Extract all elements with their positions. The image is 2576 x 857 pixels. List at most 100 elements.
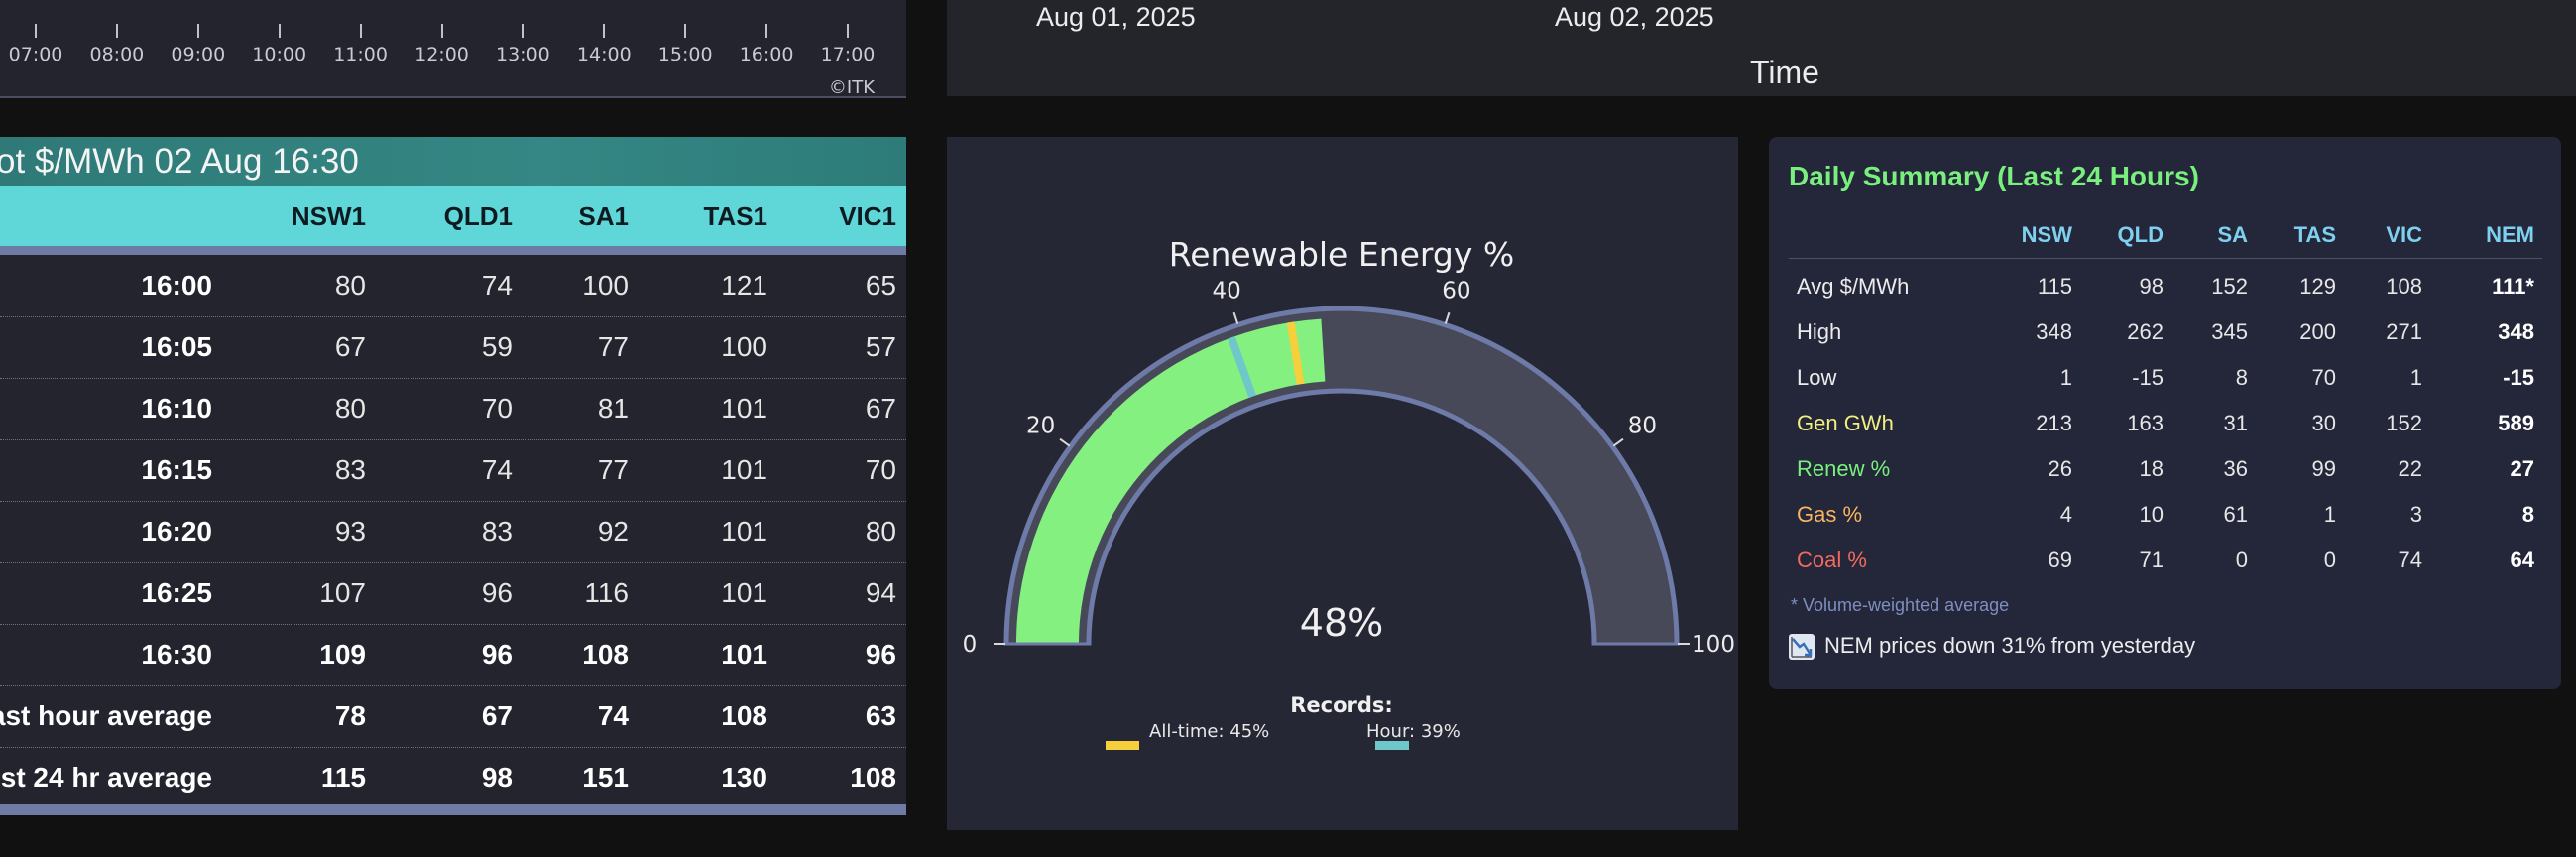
chart-down-icon — [1789, 634, 1815, 661]
time-axis-tick-label: 15:00 — [657, 44, 713, 65]
summary-cell: 30 — [2311, 411, 2336, 435]
summary-cell: 22 — [2398, 456, 2422, 481]
price-row-label: 16:25 — [141, 577, 212, 608]
price-table-row: 16:05 67 59 77 100 57 — [0, 316, 906, 379]
alltime-legend-label: All-time: 45% — [1149, 721, 1269, 742]
summary-cell: 27 — [2510, 456, 2534, 481]
gauge-title: Renewable Energy % — [1169, 235, 1514, 274]
price-table-row: 16:30 109 96 108 101 96 — [0, 624, 906, 686]
price-table-title: ot $/MWh 02 Aug 16:30 — [0, 137, 906, 186]
renewable-gauge-panel: Renewable Energy % 0 20 40 60 80 100 48% Reco… — [947, 137, 1738, 830]
time-axis-tick-mark — [440, 24, 443, 38]
price-cell: 67 — [334, 331, 366, 362]
price-row-label: 16:20 — [141, 516, 212, 547]
summary-cell: 1 — [2323, 502, 2336, 527]
summary-cell: 26 — [2048, 456, 2072, 481]
summary-cell: 61 — [2223, 502, 2248, 527]
price-table-row: st 24 hr average 115 98 151 130 108 — [0, 747, 906, 809]
summary-col-qld: QLD — [2117, 222, 2164, 247]
time-axis-tick-mark — [847, 24, 849, 38]
column-header-vic1: VIC1 — [839, 201, 896, 231]
summary-cell: 70 — [2311, 365, 2336, 390]
time-axis-tick-mark — [278, 24, 281, 38]
records-label: Records: — [1290, 693, 1393, 717]
summary-table-header: NSW QLD SA TAS VIC NEM — [1789, 218, 2542, 259]
price-cell: 81 — [597, 393, 629, 424]
price-cell: 92 — [597, 516, 629, 547]
price-cell: 107 — [319, 577, 366, 608]
hour-legend-swatch — [1375, 741, 1409, 750]
gauge-fill — [1016, 318, 1326, 644]
gauge-tick-mark — [1612, 437, 1624, 447]
summary-cell: 152 — [2211, 274, 2248, 299]
time-axis-tick-label: 12:00 — [414, 44, 469, 65]
price-cell: 116 — [584, 577, 629, 608]
price-cell: 101 — [721, 516, 767, 547]
price-cell: 74 — [597, 700, 629, 731]
summary-row-label: High — [1797, 319, 1842, 344]
summary-cell: 71 — [2139, 548, 2164, 572]
price-row-label: ast hour average — [0, 700, 212, 731]
gauge-tick-mark — [1232, 311, 1239, 324]
price-table-row: 16:10 80 70 81 101 67 — [0, 378, 906, 440]
summary-cell: 163 — [2127, 411, 2164, 435]
price-cell: 65 — [865, 270, 896, 301]
summary-row: Gas % 4 10 61 1 3 8 — [1789, 492, 2542, 538]
summary-row-label: Low — [1797, 365, 1837, 390]
gauge-tick-label: 60 — [1442, 278, 1470, 304]
price-cell: 67 — [865, 393, 896, 424]
price-cell: 101 — [721, 639, 767, 670]
price-cell: 59 — [481, 331, 513, 362]
time-axis-tick-label: 17:00 — [820, 44, 876, 65]
summary-col-tas: TAS — [2293, 222, 2336, 247]
date-label-2: Aug 02, 2025 — [1555, 2, 1714, 32]
summary-cell: 129 — [2299, 274, 2336, 299]
copyright-label: ©ITK — [828, 77, 875, 98]
price-row-label: st 24 hr average — [0, 762, 212, 793]
price-cell: 74 — [481, 454, 513, 485]
price-cell: 108 — [721, 700, 767, 731]
price-cell: 74 — [481, 270, 513, 301]
summary-cell: 108 — [2386, 274, 2422, 299]
gauge-tick-mark — [1444, 311, 1451, 324]
gauge-tick-label: 40 — [1212, 278, 1240, 304]
time-axis-tick-label: 16:00 — [739, 44, 794, 65]
price-cell: 83 — [481, 516, 513, 547]
summary-cell: 31 — [2223, 411, 2248, 435]
price-cell: 57 — [865, 331, 896, 362]
summary-cell: 64 — [2510, 548, 2534, 572]
summary-cell: 18 — [2139, 456, 2164, 481]
price-table-panel: ot $/MWh 02 Aug 16:30 NSW1 QLD1 SA1 TAS1… — [0, 137, 906, 815]
price-cell: 77 — [597, 454, 629, 485]
price-cell: 115 — [320, 762, 366, 793]
summary-cell: 111* — [2492, 274, 2534, 299]
gauge-tick-label: 80 — [1628, 414, 1657, 439]
summary-cell: 4 — [2059, 502, 2072, 527]
summary-cell: 8 — [2235, 365, 2248, 390]
summary-cell: 99 — [2311, 456, 2336, 481]
summary-row-label: Gen GWh — [1797, 411, 1894, 435]
summary-cell: 345 — [2211, 319, 2248, 344]
summary-cell: 3 — [2409, 502, 2422, 527]
price-cell: 100 — [721, 331, 767, 362]
gauge-tick-label: 20 — [1026, 414, 1055, 439]
price-row-label: 16:30 — [141, 639, 212, 670]
summary-cell: 115 — [2037, 274, 2072, 299]
price-row-label: 16:00 — [141, 270, 212, 301]
renewable-gauge: Renewable Energy % 0 20 40 60 80 100 48% Reco… — [963, 235, 1735, 750]
summary-cell: 10 — [2139, 502, 2164, 527]
price-cell: 130 — [721, 762, 767, 793]
price-cell: 80 — [334, 270, 366, 301]
summary-title: Daily Summary (Last 24 Hours) — [1789, 161, 2199, 191]
summary-cell: 213 — [2036, 411, 2072, 435]
time-axis-tick-mark — [684, 24, 687, 38]
alltime-legend-swatch — [1106, 741, 1139, 750]
price-table-row: 16:25 107 96 116 101 94 — [0, 562, 906, 625]
axis-title: Time — [1750, 55, 1819, 90]
summary-row-label: Renew % — [1797, 456, 1891, 481]
summary-cell: 1 — [2059, 365, 2072, 390]
summary-cell: 36 — [2223, 456, 2248, 481]
gauge-outline — [1003, 306, 1680, 646]
price-table-title-text: ot $/MWh 02 Aug 16:30 — [0, 142, 359, 181]
price-table-header: NSW1 QLD1 SA1 TAS1 VIC1 — [0, 186, 906, 246]
